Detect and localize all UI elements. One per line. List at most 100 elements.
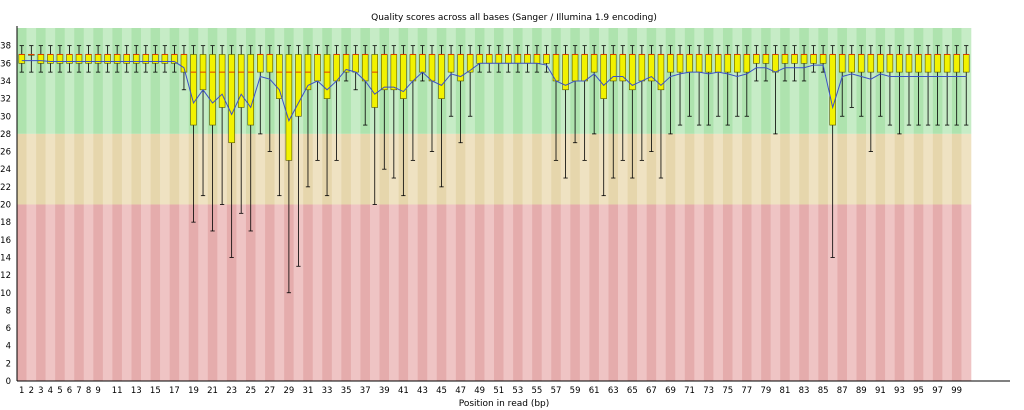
band-poor-stripe xyxy=(627,204,638,381)
x-tick-label: 47 xyxy=(455,386,466,396)
band-reasonable-stripe xyxy=(341,133,352,205)
box-position-23 xyxy=(228,45,235,258)
quartile-box xyxy=(705,54,712,73)
band-good-stripe xyxy=(26,28,37,134)
band-reasonable-stripe xyxy=(494,133,504,205)
box-position-68 xyxy=(657,45,665,179)
band-reasonable-stripe xyxy=(427,133,438,205)
quartile-box xyxy=(667,54,674,73)
x-tick-label: 9 xyxy=(95,386,100,396)
band-reasonable-stripe xyxy=(942,133,953,205)
x-tick-label: 45 xyxy=(436,386,447,396)
box-position-76 xyxy=(734,45,741,117)
band-poor-stripe xyxy=(436,204,447,381)
quartile-box xyxy=(896,54,903,73)
box-position-62 xyxy=(600,45,607,197)
quartile-box xyxy=(333,54,340,82)
x-tick-label: 25 xyxy=(245,386,256,396)
x-tick-label: 2 xyxy=(29,386,34,396)
band-poor-stripe xyxy=(36,204,46,381)
band-poor-stripe xyxy=(131,204,142,381)
band-poor-stripe xyxy=(894,204,905,381)
band-poor-stripe xyxy=(837,204,848,381)
quartile-box xyxy=(314,54,321,82)
box-position-33 xyxy=(323,45,331,197)
box-position-61 xyxy=(590,45,598,135)
quartile-box xyxy=(371,54,379,108)
quartile-box xyxy=(600,54,607,99)
band-poor-stripe xyxy=(923,204,934,381)
band-poor-stripe xyxy=(818,204,829,381)
band-good-stripe xyxy=(160,28,170,134)
band-reasonable-stripe xyxy=(169,133,180,205)
quartile-box xyxy=(943,54,951,73)
band-poor-stripe xyxy=(121,204,132,381)
band-reasonable-stripe xyxy=(83,133,94,205)
quartile-box xyxy=(695,54,703,73)
quartile-box xyxy=(714,54,722,73)
quartile-box xyxy=(791,54,798,64)
box-position-95 xyxy=(915,45,922,126)
quartile-box xyxy=(361,54,369,82)
band-poor-stripe xyxy=(188,204,199,381)
band-poor-stripe xyxy=(494,204,504,381)
band-reasonable-stripe xyxy=(713,133,724,205)
quality-bands xyxy=(17,28,972,381)
x-tick-label: 89 xyxy=(856,386,867,396)
quartile-box xyxy=(447,54,455,73)
y-tick-label: 10 xyxy=(0,289,11,299)
box-position-22 xyxy=(218,45,226,205)
band-poor-stripe xyxy=(703,204,714,381)
x-tick-label: 33 xyxy=(322,386,333,396)
x-tick-label: 65 xyxy=(627,386,638,396)
band-reasonable-stripe xyxy=(722,133,733,205)
quartile-box xyxy=(237,54,245,108)
band-good-stripe xyxy=(532,28,542,134)
band-poor-stripe xyxy=(665,204,676,381)
band-poor-stripe xyxy=(474,204,485,381)
band-reasonable-stripe xyxy=(417,133,428,205)
box-position-52 xyxy=(505,45,512,73)
box-position-90 xyxy=(867,45,875,152)
band-reasonable-stripe xyxy=(875,133,886,205)
box-position-49 xyxy=(476,45,483,73)
x-tick-label: 81 xyxy=(780,386,791,396)
quartile-box xyxy=(819,54,827,64)
band-poor-stripe xyxy=(17,204,27,381)
band-reasonable-stripe xyxy=(894,133,905,205)
box-position-47 xyxy=(457,45,464,144)
quartile-box xyxy=(505,54,512,64)
x-tick-label: 37 xyxy=(360,386,371,396)
band-reasonable-stripe xyxy=(846,133,857,205)
band-reasonable-stripe xyxy=(761,133,771,205)
quartile-box xyxy=(533,54,541,64)
band-reasonable-stripe xyxy=(837,133,848,205)
band-reasonable-stripe xyxy=(675,133,686,205)
band-poor-stripe xyxy=(961,204,972,381)
band-poor-stripe xyxy=(341,204,352,381)
band-good-stripe xyxy=(74,28,85,134)
box-position-70 xyxy=(676,45,684,126)
band-poor-stripe xyxy=(951,204,962,381)
x-tick-label: 39 xyxy=(379,386,390,396)
x-tick-label: 59 xyxy=(570,386,581,396)
box-position-9 xyxy=(94,45,102,73)
quartile-box xyxy=(867,54,875,73)
quartile-box xyxy=(409,54,417,82)
band-poor-stripe xyxy=(465,204,476,381)
band-poor-stripe xyxy=(169,204,180,381)
band-poor-stripe xyxy=(93,204,104,381)
quartile-box xyxy=(323,54,331,99)
band-poor-stripe xyxy=(932,204,943,381)
quartile-box xyxy=(734,54,741,73)
x-tick-label: 43 xyxy=(417,386,428,396)
band-reasonable-stripe xyxy=(265,133,275,205)
box-position-48 xyxy=(466,45,474,117)
band-reasonable-stripe xyxy=(360,133,371,205)
box-position-11 xyxy=(113,45,121,73)
box-position-5 xyxy=(56,45,64,73)
box-position-4 xyxy=(47,45,54,73)
band-poor-stripe xyxy=(742,204,752,381)
band-poor-stripe xyxy=(722,204,733,381)
band-reasonable-stripe xyxy=(465,133,476,205)
